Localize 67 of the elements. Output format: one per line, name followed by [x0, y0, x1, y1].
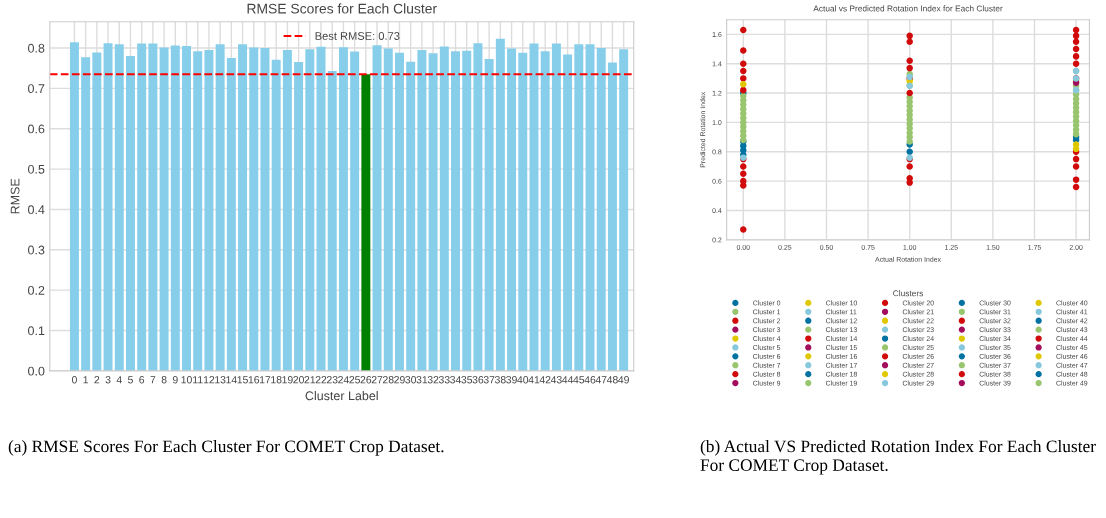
y-tick-label: 0.6 — [28, 124, 45, 134]
x-tick-label: 11 — [193, 376, 203, 384]
x-tick-label: 40 — [517, 376, 529, 384]
x-tick-label: 44 — [562, 376, 574, 384]
text: (a) RMSE Scores For Each Cluster For COMET Crop Dataset. — [8, 440, 444, 456]
y-tick-label: 0.8 — [28, 43, 45, 53]
x-tick-label: 13 — [215, 376, 226, 384]
text: (b) Actual VS Predicted Rotation Index For Each Cluster For COMET Crop Dataset. — [700, 440, 1096, 475]
y-tick-label: 0.2 — [28, 285, 45, 295]
x-tick-label: 4 — [116, 376, 122, 384]
x-tick-label: 12 — [203, 376, 215, 384]
chart-title: Actual vs Predicted Rotation Index for Each Cluster — [813, 5, 1003, 12]
x-tick-label: 49 — [618, 376, 629, 384]
legend-title: Clusters — [893, 290, 924, 297]
y-tick-label: 0.4 — [28, 205, 45, 215]
x-tick-label: 36 — [472, 376, 484, 384]
x-tick-label: 32 — [427, 376, 439, 384]
x-tick-label: 45 — [573, 376, 585, 384]
x-tick-label: 3 — [105, 376, 111, 384]
x-tick-label: 7 — [150, 376, 156, 384]
x-tick-label: 24 — [338, 376, 349, 384]
x-tick-label: 5 — [127, 376, 133, 384]
x-tick-label: 23 — [326, 376, 338, 384]
x-tick-label: 8 — [161, 376, 167, 384]
x-tick-label: 20 — [293, 376, 304, 384]
x-tick-label: 48 — [606, 376, 618, 384]
x-tick-label: 38 — [494, 376, 506, 384]
x-tick-label: 17 — [259, 376, 271, 384]
x-tick-label: 31 — [416, 376, 428, 384]
x-tick-label: 21 — [304, 376, 316, 384]
x-tick-label: 22 — [315, 376, 327, 384]
x-tick-label: 41 — [528, 376, 540, 384]
y-axis-title: RMSE — [10, 178, 20, 214]
x-tick-label: 30 — [405, 376, 417, 384]
x-tick-label: 18 — [271, 376, 282, 384]
x-tick-label: 1 — [83, 376, 89, 384]
x-tick-label: 34 — [450, 376, 462, 384]
x-tick-label: 14 — [226, 376, 237, 384]
x-tick-label: 46 — [584, 376, 596, 384]
x-tick-label: 27 — [371, 376, 383, 384]
x-tick-label: 6 — [139, 376, 145, 384]
x-tick-label: 0 — [71, 376, 77, 384]
x-tick-label: 33 — [438, 376, 450, 384]
x-tick-label: 29 — [394, 376, 405, 384]
x-tick-label: 25 — [349, 376, 360, 384]
x-tick-label: 10 — [181, 376, 192, 384]
y-tick-label: 0.0 — [28, 366, 45, 376]
legend-label: Best RMSE: 0.73 — [315, 32, 400, 40]
x-tick-label: 39 — [506, 376, 517, 384]
y-tick-label: 0.3 — [28, 245, 45, 255]
x-tick-label: 9 — [172, 376, 178, 384]
x-tick-label: 42 — [539, 376, 551, 384]
y-tick-label: 0.5 — [28, 164, 45, 174]
x-tick-label: 43 — [550, 376, 562, 384]
y-tick-label: 0.1 — [28, 326, 45, 336]
x-tick-label: 16 — [248, 376, 260, 384]
x-tick-label: 28 — [383, 376, 394, 384]
x-tick-label: 26 — [360, 376, 372, 384]
y-tick-label: 0.7 — [28, 84, 45, 94]
x-tick-label: 37 — [483, 376, 495, 384]
x-tick-label: 35 — [461, 376, 473, 384]
x-tick-label: 2 — [94, 376, 100, 384]
chart-title: RMSE Scores for Each Cluster — [247, 3, 437, 14]
x-tick-label: 19 — [282, 376, 293, 384]
x-tick-label: 15 — [237, 376, 248, 384]
x-tick-label: 47 — [595, 376, 607, 384]
x-axis-title: Cluster Label — [305, 391, 378, 401]
